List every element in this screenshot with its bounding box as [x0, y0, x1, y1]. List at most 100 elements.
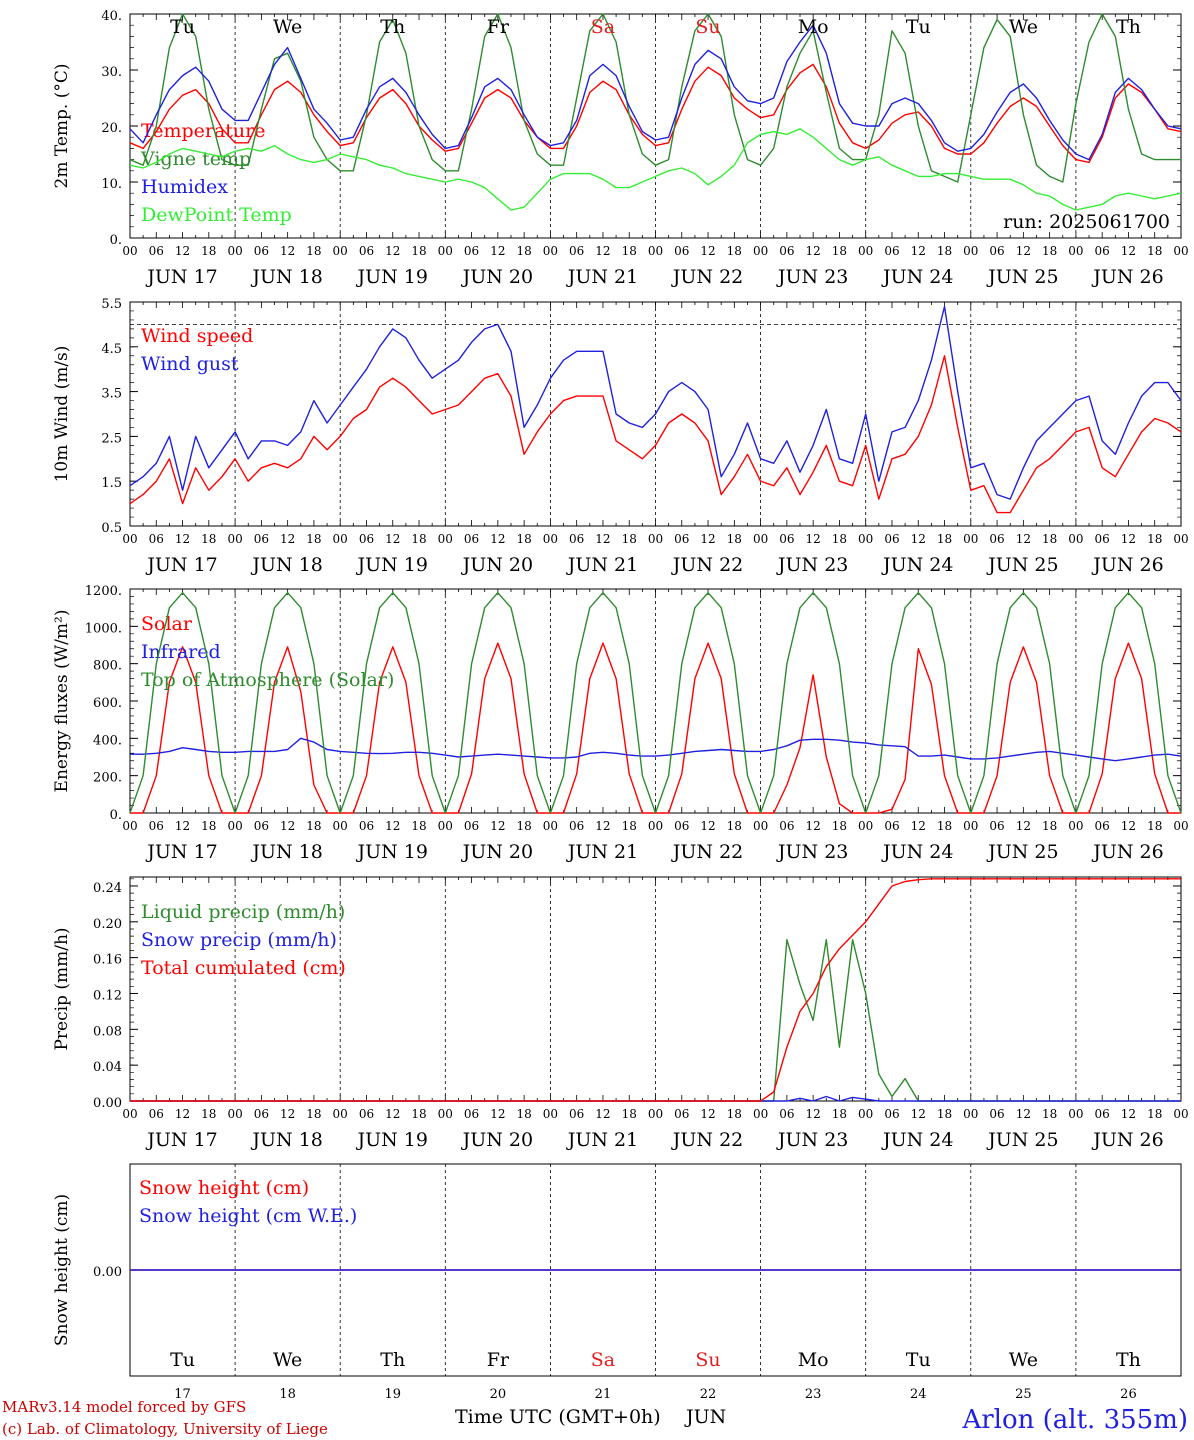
hour-label: 18	[411, 244, 426, 258]
hour-label: 06	[884, 532, 899, 546]
hour-label: 18	[306, 244, 321, 258]
legend-entry: DewPoint Temp	[141, 204, 292, 226]
hour-label: 06	[359, 244, 374, 258]
legend-entry: Infrared	[141, 641, 221, 663]
hour-label: 00	[122, 1107, 137, 1121]
date-label: JUN 26	[1091, 841, 1163, 863]
hour-label: 06	[884, 819, 899, 833]
hour-label: 12	[1121, 244, 1136, 258]
legend-entry: Humidex	[141, 176, 228, 198]
hour-label: 06	[569, 532, 584, 546]
hour-label: 00	[753, 532, 768, 546]
hour-label: 18	[622, 244, 637, 258]
hour-label: 12	[490, 819, 505, 833]
hour-label: 18	[937, 1107, 952, 1121]
y-tick-label: 800.	[93, 659, 122, 674]
hour-ticks	[129, 302, 1182, 526]
day-label: Th	[380, 16, 405, 38]
hour-label: 06	[989, 532, 1004, 546]
hour-label: 00	[858, 532, 873, 546]
hour-label: 18	[516, 1107, 531, 1121]
hour-label: 00	[333, 532, 348, 546]
hour-label: 18	[201, 244, 216, 258]
hour-label: 12	[490, 532, 505, 546]
day-label: We	[1009, 16, 1038, 38]
hour-label: 18	[1042, 1107, 1057, 1121]
bottom-day-labels: 17 18 19 20 21 22 23 24 25 26	[174, 1387, 1136, 1402]
day-label: Sa	[591, 16, 615, 38]
date-label: JUN 17	[145, 266, 217, 288]
hour-label: 00	[438, 244, 453, 258]
y-tick-label: 0.04	[93, 1060, 122, 1075]
day-number: 25	[1015, 1387, 1032, 1402]
hour-label: 00	[1173, 244, 1188, 258]
hour-label: 12	[595, 819, 610, 833]
y-tick-label: 0.	[110, 233, 122, 248]
day-label: Th	[380, 1349, 405, 1371]
hour-label: 06	[884, 1107, 899, 1121]
hour-label: 00	[1068, 532, 1083, 546]
hour-label: 12	[175, 532, 190, 546]
hour-label: 00	[122, 819, 137, 833]
hour-label: 00	[963, 819, 978, 833]
hour-label: 12	[806, 244, 821, 258]
date-label: JUN 18	[250, 554, 322, 576]
hour-label: 06	[254, 819, 269, 833]
hour-label: 00	[333, 819, 348, 833]
date-label: JUN 26	[1091, 554, 1163, 576]
hour-label: 00	[1068, 1107, 1083, 1121]
hour-label: 12	[700, 244, 715, 258]
y-tick-label: 5.5	[101, 297, 122, 312]
y-tick-label: 2.5	[101, 431, 122, 446]
day-label: Fr	[487, 16, 510, 38]
hour-label: 18	[201, 532, 216, 546]
hour-label: 00	[963, 532, 978, 546]
y-tick-label: 30.	[101, 65, 122, 80]
day-number: 18	[279, 1387, 296, 1402]
hour-label: 00	[122, 244, 137, 258]
hour-label: 12	[911, 244, 926, 258]
y-axis-label: 2m Temp. (°C)	[52, 63, 72, 188]
y-tick-label: 4.5	[101, 342, 122, 357]
hour-label: 06	[989, 819, 1004, 833]
legend-entry: Wind gust	[141, 353, 239, 375]
panel-1: 0. 10. 20. 30. 40. 2m Temp. (°C) Temperature Vi…	[52, 9, 1189, 288]
y-tick-label: 1.5	[101, 476, 122, 491]
run-annotation: run: 2025061700	[1003, 211, 1170, 233]
day-label: Su	[695, 1349, 720, 1371]
hour-label: 12	[175, 819, 190, 833]
y-tick-label: 0.08	[93, 1024, 122, 1039]
hour-label: 12	[911, 532, 926, 546]
hour-label: 12	[280, 1107, 295, 1121]
hour-label: 06	[464, 244, 479, 258]
legend-entry: Solar	[141, 613, 193, 635]
hour-label: 00	[858, 244, 873, 258]
hour-label: 12	[1121, 1107, 1136, 1121]
hour-label: 00	[963, 244, 978, 258]
hour-label: 18	[201, 819, 216, 833]
hour-label: 06	[359, 819, 374, 833]
lab-credit: (c) Lab. of Climatology, University of L…	[2, 1420, 328, 1438]
hour-label: 18	[937, 532, 952, 546]
date-label: JUN 21	[566, 1129, 638, 1151]
hour-label: 12	[595, 532, 610, 546]
hour-label: 18	[727, 532, 742, 546]
day-label: Th	[1116, 1349, 1141, 1371]
panel-5: 0.00 Snow height (cm) Snow height (cm) Snow…	[52, 1163, 1182, 1377]
y-tick-label: 10.	[101, 177, 122, 192]
hour-label: 18	[516, 244, 531, 258]
day-number: 22	[700, 1387, 717, 1402]
day-label: Mo	[798, 16, 829, 38]
hour-label: 18	[1042, 819, 1057, 833]
hour-label: 18	[832, 1107, 847, 1121]
hour-label: 06	[989, 244, 1004, 258]
legend-entry: Snow precip (mm/h)	[141, 929, 337, 951]
y-tick-label: 0.5	[101, 521, 122, 536]
y-tick-label: 1200.	[85, 584, 122, 599]
hour-label: 06	[149, 532, 164, 546]
hour-label: 06	[884, 244, 899, 258]
hour-label: 12	[1121, 819, 1136, 833]
day-number: 17	[174, 1387, 191, 1402]
hour-label: 12	[911, 1107, 926, 1121]
hour-label: 12	[1121, 532, 1136, 546]
